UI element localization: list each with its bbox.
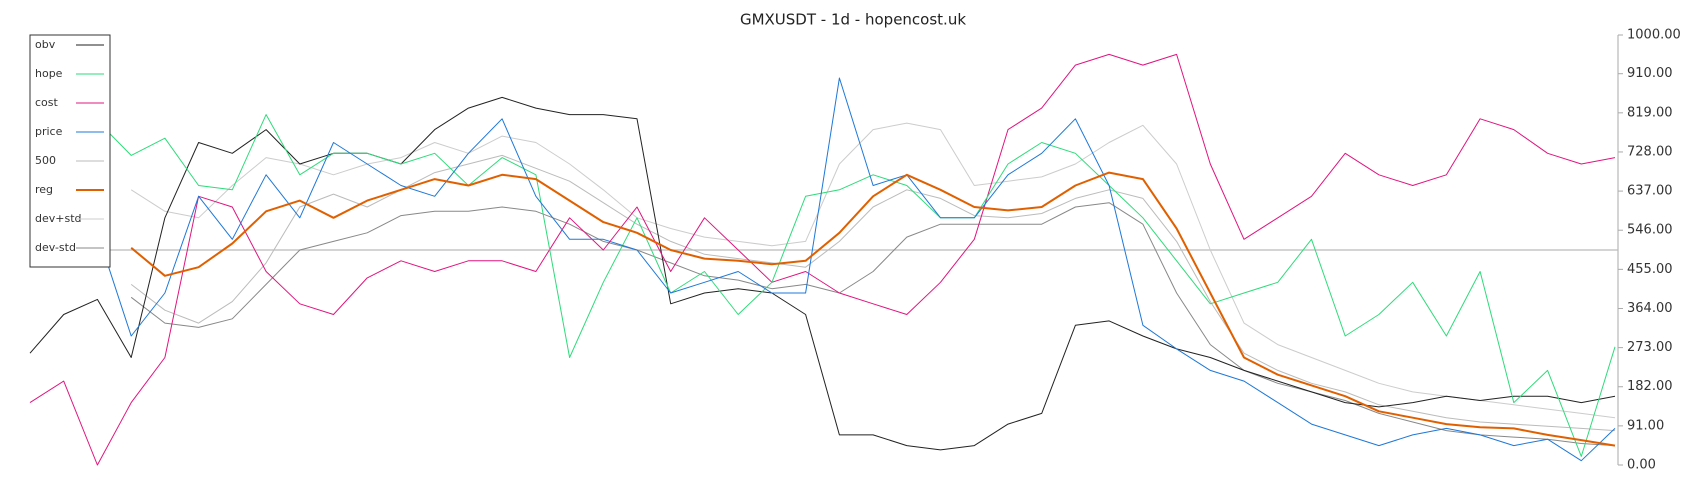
y-tick-label: 91.00	[1627, 418, 1664, 433]
series-line	[130, 122, 1616, 419]
y-tick-label: 1000.00	[1627, 28, 1681, 43]
legend-label: cost	[35, 96, 59, 109]
series-line	[96, 77, 1616, 462]
y-tick-label: 364.00	[1627, 301, 1673, 316]
series-line	[29, 96, 1616, 451]
y-tick-label: 0.00	[1627, 458, 1656, 473]
series-line	[97, 114, 1616, 457]
legend-label: reg	[35, 183, 53, 196]
series-line	[29, 53, 1616, 466]
legend-label: dev+std	[35, 212, 82, 225]
y-tick-label: 637.00	[1627, 184, 1673, 199]
legend-label: hope	[35, 67, 63, 80]
series-line	[130, 154, 1616, 432]
y-tick-label: 455.00	[1627, 262, 1673, 277]
y-tick-label: 182.00	[1627, 379, 1673, 394]
y-tick-label: 546.00	[1627, 223, 1673, 238]
legend-label: 500	[35, 154, 56, 167]
y-tick-label: 819.00	[1627, 105, 1673, 120]
y-tick-label: 728.00	[1627, 144, 1673, 159]
legend-label: price	[35, 125, 63, 138]
y-tick-label: 910.00	[1627, 66, 1673, 81]
series-line	[130, 202, 1616, 447]
chart-title: GMXUSDT - 1d - hopencost.uk	[740, 11, 966, 29]
legend-label: dev-std	[35, 241, 76, 254]
y-tick-label: 273.00	[1627, 340, 1673, 355]
legend-label: obv	[35, 38, 56, 51]
series-line	[130, 171, 1616, 447]
